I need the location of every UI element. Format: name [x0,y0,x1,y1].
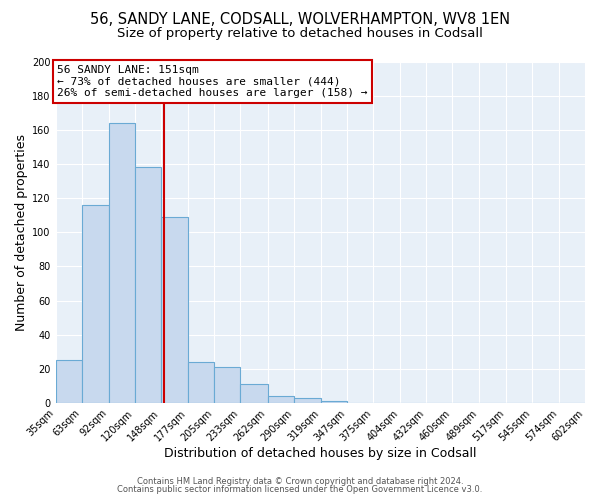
Text: 56 SANDY LANE: 151sqm
← 73% of detached houses are smaller (444)
26% of semi-det: 56 SANDY LANE: 151sqm ← 73% of detached … [58,65,368,98]
Text: Size of property relative to detached houses in Codsall: Size of property relative to detached ho… [117,28,483,40]
Bar [56,360,82,403]
Bar [188,362,214,403]
Y-axis label: Number of detached properties: Number of detached properties [15,134,28,331]
Bar [268,396,293,403]
Text: 56, SANDY LANE, CODSALL, WOLVERHAMPTON, WV8 1EN: 56, SANDY LANE, CODSALL, WOLVERHAMPTON, … [90,12,510,28]
Bar [321,402,347,403]
Text: Contains HM Land Registry data © Crown copyright and database right 2024.: Contains HM Land Registry data © Crown c… [137,477,463,486]
Bar [82,205,109,403]
Bar [135,168,161,403]
Bar [293,398,321,403]
Bar [109,123,135,403]
Bar [214,367,241,403]
Bar [161,217,188,403]
Text: Contains public sector information licensed under the Open Government Licence v3: Contains public sector information licen… [118,485,482,494]
X-axis label: Distribution of detached houses by size in Codsall: Distribution of detached houses by size … [164,447,476,460]
Bar [241,384,268,403]
